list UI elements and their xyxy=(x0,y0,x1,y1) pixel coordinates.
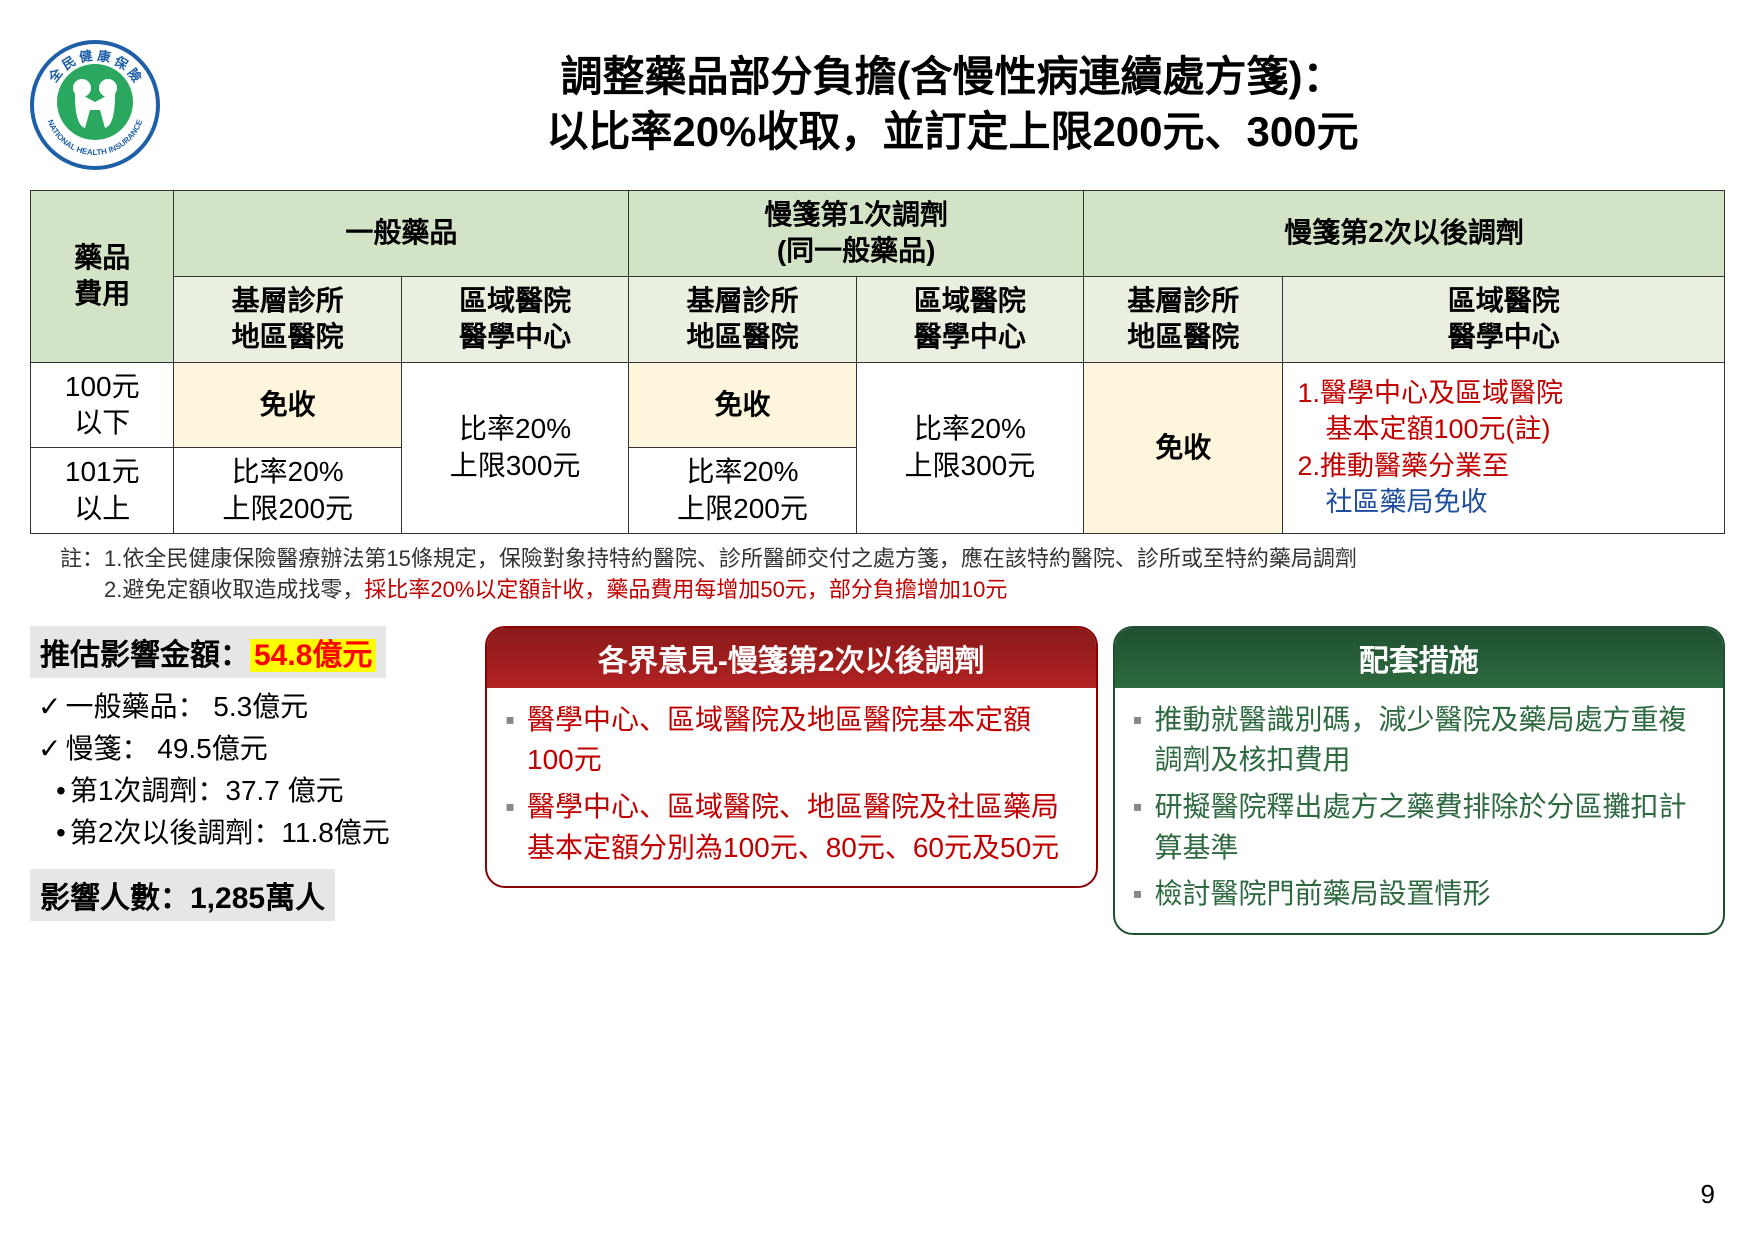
subhead: 基層診所 地區醫院 xyxy=(1084,276,1283,362)
page-title: 調整藥品部分負擔(含慢性病連續處方箋)： 以比率20%收取，並訂定上限200元、… xyxy=(180,50,1725,159)
impact-item: 慢箋： 49.5億元 xyxy=(38,728,470,770)
cell: 免收 xyxy=(1084,362,1283,534)
subhead: 基層診所 地區醫院 xyxy=(174,276,401,362)
cell: 比率20% 上限300元 xyxy=(401,362,628,534)
panel-item: 研擬醫院釋出處方之藥費排除於分區攤扣計算基準 xyxy=(1133,787,1706,868)
subhead: 區域醫院 醫學中心 xyxy=(856,276,1083,362)
impact-list: 一般藥品： 5.3億元 慢箋： 49.5億元 第1次調劑：37.7 億元 第2次… xyxy=(30,686,470,854)
impact-item: 第1次調劑：37.7 億元 xyxy=(38,770,470,812)
opinions-panel: 各界意見-慢箋第2次以後調劑 醫學中心、區域醫院及地區醫院基本定額100元 醫學… xyxy=(485,626,1098,888)
subhead: 基層診所 地區醫院 xyxy=(629,276,856,362)
panel-item: 推動就醫識別碼，減少醫院及藥局處方重複調劑及核扣費用 xyxy=(1133,700,1706,781)
panel-header: 配套措施 xyxy=(1115,628,1724,688)
panel-item: 醫學中心、區域醫院、地區醫院及社區藥局基本定額分別為100元、80元、60元及5… xyxy=(505,787,1078,868)
col-group-3: 慢箋第2次以後調劑 xyxy=(1084,191,1725,277)
cell: 比率20% 上限300元 xyxy=(856,362,1083,534)
row-label: 101元 以上 xyxy=(31,448,174,534)
subhead: 區域醫院 醫學中心 xyxy=(1283,276,1725,362)
page-number: 9 xyxy=(1701,1179,1715,1210)
col-group-2: 慢箋第1次調劑 (同一般藥品) xyxy=(629,191,1084,277)
cell: 免收 xyxy=(629,362,856,448)
cell: 比率20% 上限200元 xyxy=(629,448,856,534)
subhead: 區域醫院 醫學中心 xyxy=(401,276,628,362)
impact-people-box: 影響人數：1,285萬人 xyxy=(30,869,335,921)
bottom-section: 推估影響金額：54.8億元 一般藥品： 5.3億元 慢箋： 49.5億元 第1次… xyxy=(30,626,1725,935)
impact-column: 推估影響金額：54.8億元 一般藥品： 5.3億元 慢箋： 49.5億元 第1次… xyxy=(30,626,470,929)
footnotes: 註：1.依全民健康保險醫療辦法第15條規定，保險對象持特約醫院、診所醫師交付之處… xyxy=(30,544,1725,606)
impact-item: 第2次以後調劑：11.8億元 xyxy=(38,812,470,854)
cell: 免收 xyxy=(174,362,401,448)
title-line-1: 調整藥品部分負擔(含慢性病連續處方箋)： xyxy=(561,53,1345,100)
panel-item: 檢討醫院門前藥局設置情形 xyxy=(1133,874,1706,915)
nhi-logo: 全 民 健 康 保 險 NATIONAL HEALTH INSURANCE xyxy=(30,40,160,170)
impact-amount-box: 推估影響金額：54.8億元 xyxy=(30,626,386,678)
panel-item: 醫學中心、區域醫院及地區醫院基本定額100元 xyxy=(505,700,1078,781)
title-line-2: 以比率20%收取，並訂定上限200元、300元 xyxy=(546,108,1358,155)
copay-table: 藥品 費用 一般藥品 慢箋第1次調劑 (同一般藥品) 慢箋第2次以後調劑 基層診… xyxy=(30,190,1725,534)
cell-note: 1.醫學中心及區域醫院 基本定額100元(註) 2.推動醫藥分業至 社區藥局免收 xyxy=(1283,362,1725,534)
cell: 比率20% 上限200元 xyxy=(174,448,401,534)
panel-header: 各界意見-慢箋第2次以後調劑 xyxy=(487,628,1096,688)
row-label: 100元 以下 xyxy=(31,362,174,448)
impact-item: 一般藥品： 5.3億元 xyxy=(38,686,470,728)
col-group-1: 一般藥品 xyxy=(174,191,629,277)
header: 全 民 健 康 保 險 NATIONAL HEALTH INSURANCE 調整… xyxy=(30,40,1725,170)
measures-panel: 配套措施 推動就醫識別碼，減少醫院及藥局處方重複調劑及核扣費用 研擬醫院釋出處方… xyxy=(1113,626,1726,935)
row-header: 藥品 費用 xyxy=(31,191,174,363)
